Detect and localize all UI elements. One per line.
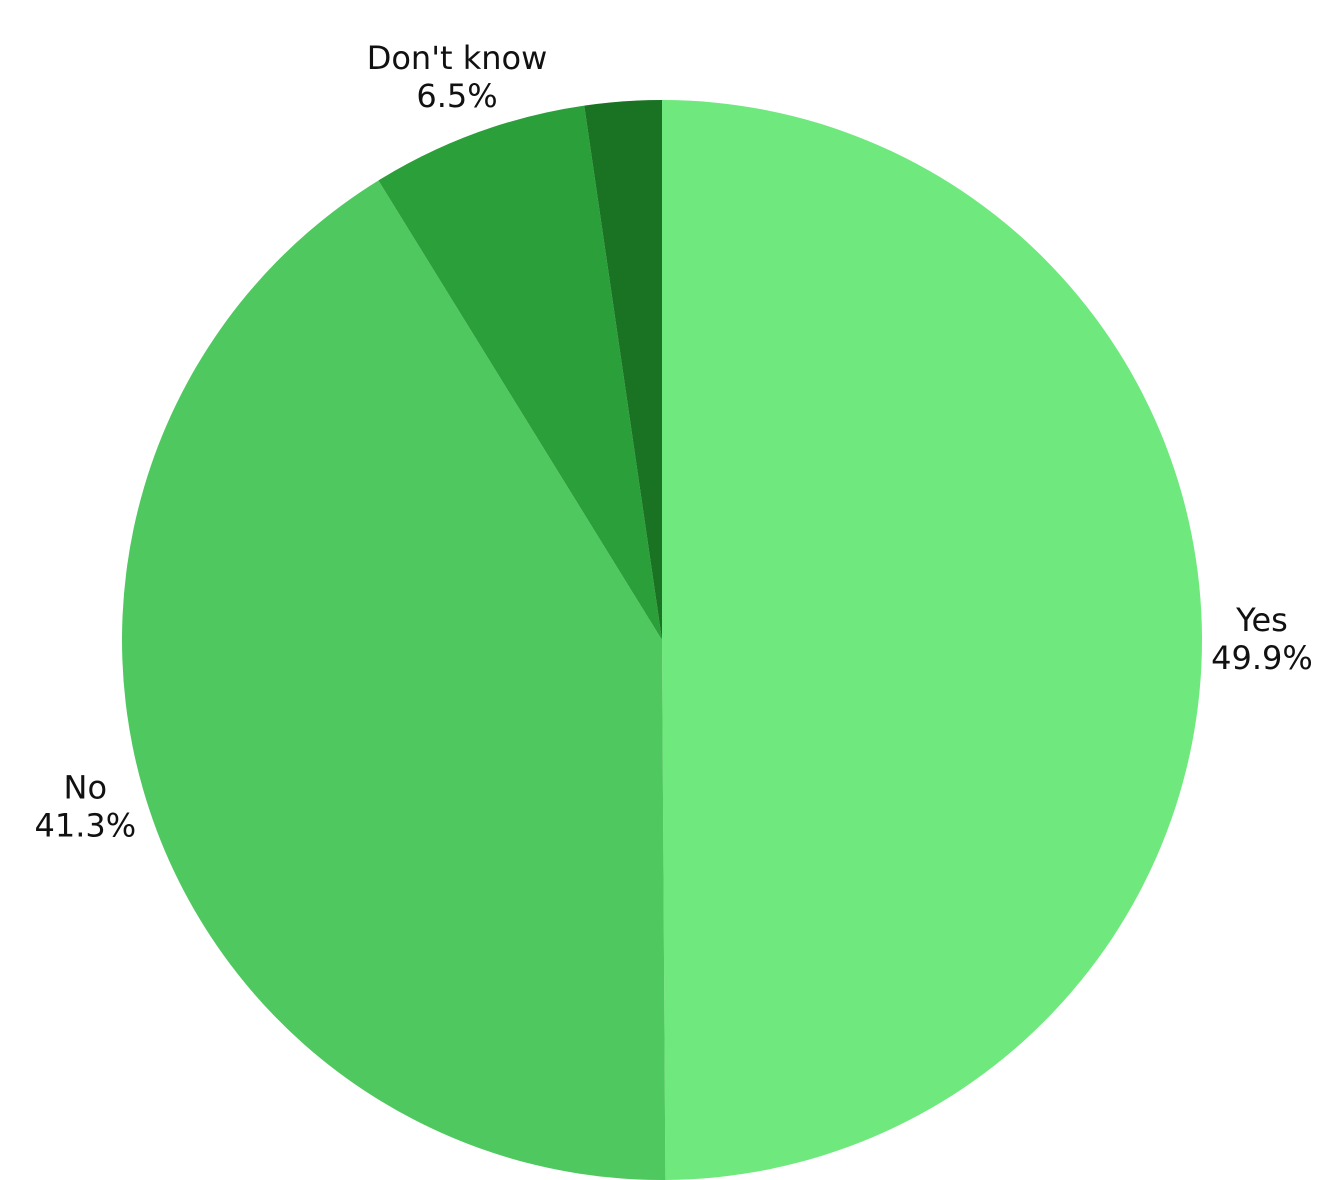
pie-slice-no bbox=[122, 180, 666, 1180]
slice-label-value: 41.3% bbox=[34, 807, 136, 845]
pie-slices bbox=[122, 100, 1202, 1180]
slice-label-yes: Yes 49.9% bbox=[1211, 601, 1313, 677]
slice-label-value: 49.9% bbox=[1211, 639, 1313, 677]
pie-slice-don-t-know bbox=[378, 105, 662, 640]
slice-label-name: No bbox=[64, 769, 108, 807]
pie-labels: Yes 49.9% No 41.3% Don't know 6.5% bbox=[34, 39, 1312, 844]
slice-label-don-t-know: Don't know 6.5% bbox=[367, 39, 548, 115]
slice-label-name: Yes bbox=[1235, 601, 1288, 639]
pie-slice-yes bbox=[662, 100, 1202, 1180]
slice-label-name: Don't know bbox=[367, 39, 548, 77]
slice-label-value: 6.5% bbox=[416, 77, 497, 115]
pie-slice-unlabeled-3 bbox=[584, 100, 662, 640]
slice-label-no: No 41.3% bbox=[34, 769, 136, 845]
